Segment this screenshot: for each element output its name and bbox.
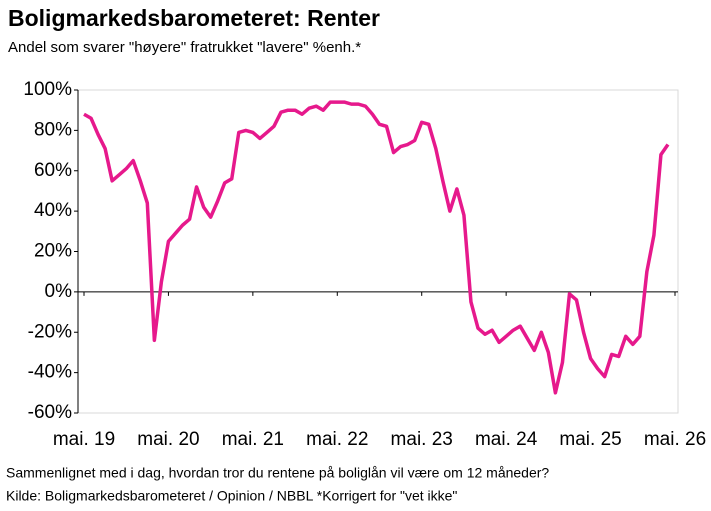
y-tick-label: 80% — [34, 119, 72, 140]
x-tick-label: mai. 25 — [559, 429, 621, 450]
x-tick-label: mai. 23 — [391, 429, 453, 450]
y-tick-label: 0% — [45, 281, 73, 302]
chart-subtitle: Andel som svarer "høyere" fratrukket "la… — [8, 39, 361, 56]
data-line — [83, 100, 670, 395]
x-tick-label: mai. 19 — [53, 429, 115, 450]
y-tick-label: 100% — [23, 79, 72, 100]
x-tick-label: mai. 21 — [222, 429, 284, 450]
y-tick-label: -60% — [28, 402, 72, 423]
y-tick-label: 20% — [34, 241, 72, 262]
x-tick-label: mai. 26 — [644, 429, 706, 450]
x-tick-label: mai. 22 — [306, 429, 368, 450]
y-tick-label: 40% — [34, 200, 72, 221]
x-tick-label: mai. 20 — [137, 429, 199, 450]
y-tick-label: -20% — [28, 321, 72, 342]
chart-title: Boligmarkedsbarometeret: Renter — [8, 5, 380, 31]
y-tick-label: 60% — [34, 160, 72, 181]
y-tick-label: -40% — [28, 362, 72, 383]
x-tick-label: mai. 24 — [475, 429, 538, 450]
footnote: Sammenlignet med i dag, hvordan tror du … — [6, 465, 549, 481]
footnote: Kilde: Boligmarkedsbarometeret / Opinion… — [6, 488, 457, 504]
